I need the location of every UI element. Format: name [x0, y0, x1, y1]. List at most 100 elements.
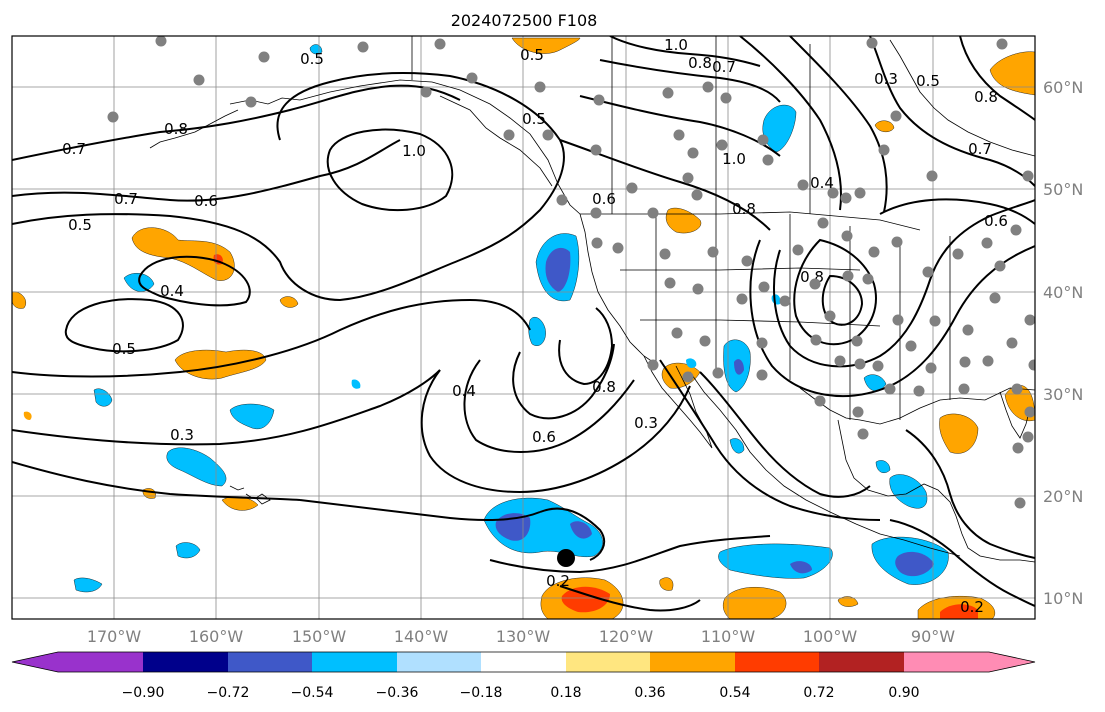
station-dot: [741, 255, 753, 267]
station-dot: [834, 355, 846, 367]
contour-label: 0.6: [592, 190, 616, 208]
station-dot: [591, 237, 603, 249]
lat-label: 40°N: [1043, 283, 1083, 302]
contour-label: 0.4: [452, 382, 476, 400]
contour-label: 0.2: [546, 572, 570, 590]
station-dot: [810, 334, 822, 346]
station-dot: [840, 192, 852, 204]
lon-label: 120°W: [599, 627, 654, 646]
station-dot: [891, 236, 903, 248]
lon-label: 170°W: [87, 627, 142, 646]
contour-label: 0.6: [532, 428, 556, 446]
station-dot: [762, 154, 774, 166]
colorbar-segment: [397, 652, 481, 672]
station-dot: [682, 172, 694, 184]
station-dot: [817, 217, 829, 229]
contour-label: 0.5: [112, 340, 136, 358]
station-markers: [107, 36, 1035, 509]
latitude-labels: 60°N 50°N 40°N 30°N 20°N 10°N: [1043, 78, 1083, 608]
station-dot: [851, 335, 863, 347]
station-dot: [193, 74, 205, 86]
colorbar-segment: [143, 652, 228, 672]
station-dot: [107, 111, 119, 123]
station-dot: [756, 369, 768, 381]
station-dot: [926, 170, 938, 182]
colorbar-segment: [904, 652, 989, 672]
contour-label: 0.3: [874, 70, 898, 88]
contour-label: 1.0: [722, 150, 746, 168]
station-dot: [1012, 442, 1024, 454]
station-dot: [691, 189, 703, 201]
contour-label: 0.6: [984, 212, 1008, 230]
station-dot: [702, 81, 714, 93]
station-dot: [827, 187, 839, 199]
colorbar-segment: [989, 652, 1035, 672]
colorbar-segment: [12, 652, 58, 672]
map-frame: [11, 35, 1036, 620]
contour-label: 0.6: [194, 192, 218, 210]
station-dot: [720, 92, 732, 104]
colorbar-outline: [11, 651, 1036, 673]
contour-label: 0.8: [164, 120, 188, 138]
lat-label: 20°N: [1043, 487, 1083, 506]
station-dot: [890, 110, 902, 122]
station-dot: [981, 237, 993, 249]
contour-label: 0.5: [916, 72, 940, 90]
contour-label: 0.4: [810, 174, 834, 192]
station-dot: [1024, 314, 1035, 326]
station-dot: [792, 244, 804, 256]
contour-label: 0.5: [520, 46, 544, 64]
station-dot: [707, 246, 719, 258]
contour-label: 0.7: [114, 190, 138, 208]
station-dot: [1022, 431, 1034, 443]
station-dot: [892, 314, 904, 326]
station-dot: [258, 51, 270, 63]
colorbar-tick-label: 0.72: [803, 685, 834, 701]
station-dot: [841, 230, 853, 242]
station-dot: [872, 360, 884, 372]
station-dot: [824, 310, 836, 322]
station-dot: [420, 86, 432, 98]
colorbar-tick-label: −0.72: [207, 685, 250, 701]
lon-label: 150°W: [292, 627, 347, 646]
contour-label: 0.5: [522, 110, 546, 128]
station-dot: [852, 406, 864, 418]
station-dot: [756, 337, 768, 349]
station-dot: [757, 134, 769, 146]
contour-label: 0.8: [732, 200, 756, 218]
station-dot: [814, 395, 826, 407]
station-dot: [664, 277, 676, 289]
colorbar-segment: [650, 652, 735, 672]
station-dot: [866, 37, 878, 49]
figure-title: 2024072500 F108: [451, 11, 598, 30]
station-dot: [699, 335, 711, 347]
station-dot: [994, 260, 1006, 272]
colorbar-tick-label: 0.54: [719, 685, 750, 701]
station-dot: [434, 38, 446, 50]
colorbar-segment: [58, 652, 143, 672]
lon-label: 90°W: [911, 627, 955, 646]
station-dot: [929, 315, 941, 327]
station-dot: [857, 428, 869, 440]
station-dot: [357, 41, 369, 53]
colorbar-segment: [228, 652, 312, 672]
colorbar: [11, 651, 1036, 673]
contour-labels: 1.0 0.8 0.7 0.5 0.5 0.5 0.8 0.7 1.0 0.7 …: [62, 36, 1008, 616]
station-dot: [647, 359, 659, 371]
station-dot: [155, 36, 167, 47]
station-dot: [1011, 383, 1023, 395]
lon-label: 130°W: [496, 627, 551, 646]
lat-label: 30°N: [1043, 385, 1083, 404]
lon-label: 160°W: [189, 627, 244, 646]
station-dot: [959, 356, 971, 368]
station-dot: [842, 270, 854, 282]
station-dot: [797, 179, 809, 191]
station-dot: [662, 87, 674, 99]
station-dot: [626, 182, 638, 194]
station-dot: [862, 273, 874, 285]
station-dot: [736, 293, 748, 305]
station-dot: [593, 94, 605, 106]
station-dot: [884, 383, 896, 395]
station-dot: [758, 281, 770, 293]
station-dot: [809, 278, 821, 290]
